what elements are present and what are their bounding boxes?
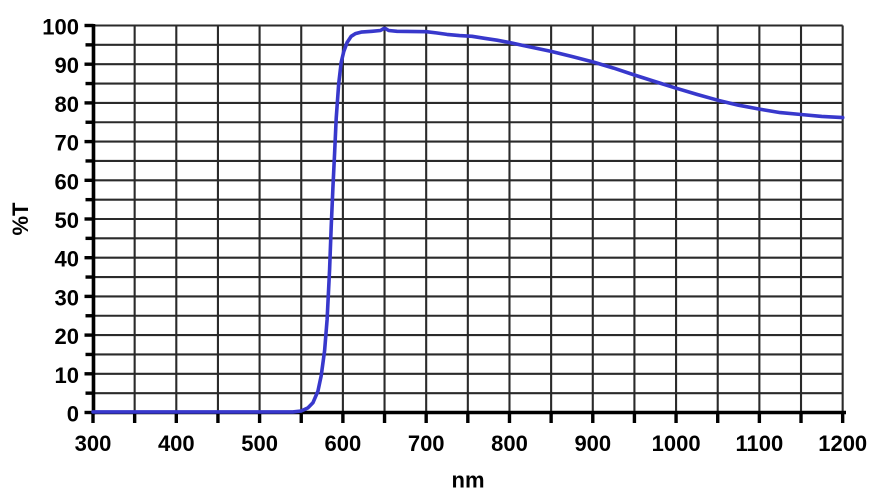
svg-text:nm: nm [452, 468, 485, 493]
svg-text:900: 900 [574, 431, 611, 456]
svg-text:20: 20 [55, 324, 79, 349]
svg-text:80: 80 [55, 92, 79, 117]
svg-text:1200: 1200 [818, 431, 867, 456]
svg-text:0: 0 [67, 402, 79, 427]
svg-text:60: 60 [55, 169, 79, 194]
svg-text:70: 70 [55, 131, 79, 156]
svg-text:90: 90 [55, 53, 79, 78]
svg-text:400: 400 [158, 431, 195, 456]
svg-text:600: 600 [325, 431, 362, 456]
svg-text:1100: 1100 [736, 431, 784, 456]
svg-text:500: 500 [241, 431, 278, 456]
svg-text:10: 10 [55, 363, 79, 388]
svg-text:%T: %T [8, 202, 33, 236]
svg-text:50: 50 [55, 208, 79, 233]
svg-text:800: 800 [491, 431, 528, 456]
svg-text:100: 100 [42, 15, 79, 40]
svg-text:40: 40 [55, 247, 79, 272]
svg-text:1000: 1000 [652, 431, 701, 456]
svg-text:300: 300 [75, 431, 112, 456]
svg-text:700: 700 [408, 431, 445, 456]
svg-text:30: 30 [55, 285, 79, 310]
